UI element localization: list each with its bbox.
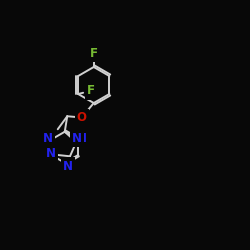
Text: F: F bbox=[90, 47, 98, 60]
Text: N: N bbox=[46, 147, 56, 160]
Text: F: F bbox=[87, 84, 95, 98]
Text: O: O bbox=[77, 111, 87, 124]
Text: N: N bbox=[72, 132, 82, 145]
Text: N: N bbox=[76, 132, 86, 145]
Text: N: N bbox=[63, 160, 73, 172]
Text: N: N bbox=[43, 132, 53, 145]
